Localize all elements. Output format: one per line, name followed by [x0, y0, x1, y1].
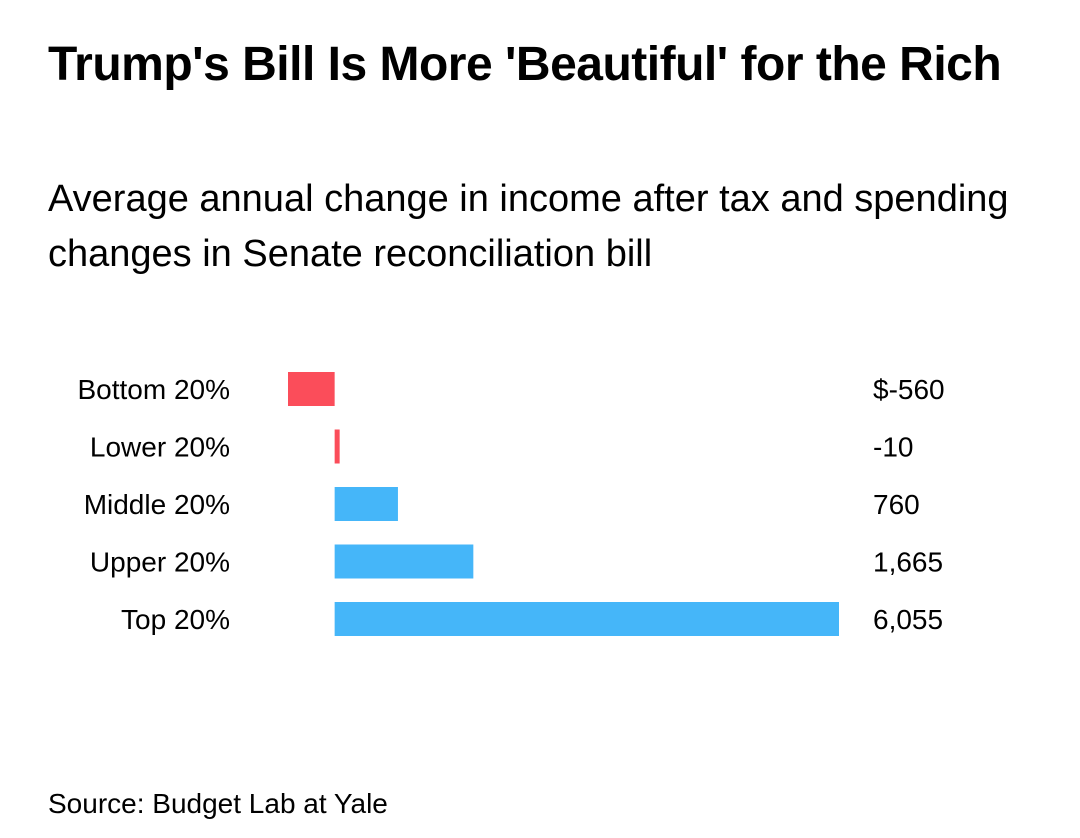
bar [334, 487, 398, 521]
value-label: 1,665 [873, 547, 943, 578]
category-label: Lower 20% [90, 432, 230, 463]
category-label: Bottom 20% [77, 374, 230, 405]
bar-chart: Bottom 20% $-560 Lower 20% -10 Middle 20% 760… [0, 350, 1080, 670]
bar [334, 429, 340, 464]
chart-subtitle: Average annual change in income after ta… [48, 178, 1009, 275]
value-label: $-560 [873, 374, 945, 405]
bar-chart-svg: Bottom 20% $-560 Lower 20% -10 Middle 20% 760… [77, 372, 945, 636]
category-label: Upper 20% [90, 547, 230, 578]
value-label: 6,055 [873, 604, 943, 635]
value-label: 760 [873, 489, 920, 520]
bar [288, 372, 335, 406]
chart-title: Trump's Bill Is More 'Beautiful' for the… [48, 38, 1002, 91]
source-note: Source: Budget Lab at Yale [48, 788, 388, 819]
value-label: -10 [873, 432, 913, 463]
bar [334, 602, 839, 636]
category-label: Middle 20% [84, 489, 230, 520]
bar [334, 544, 474, 579]
category-label: Top 20% [121, 604, 230, 635]
